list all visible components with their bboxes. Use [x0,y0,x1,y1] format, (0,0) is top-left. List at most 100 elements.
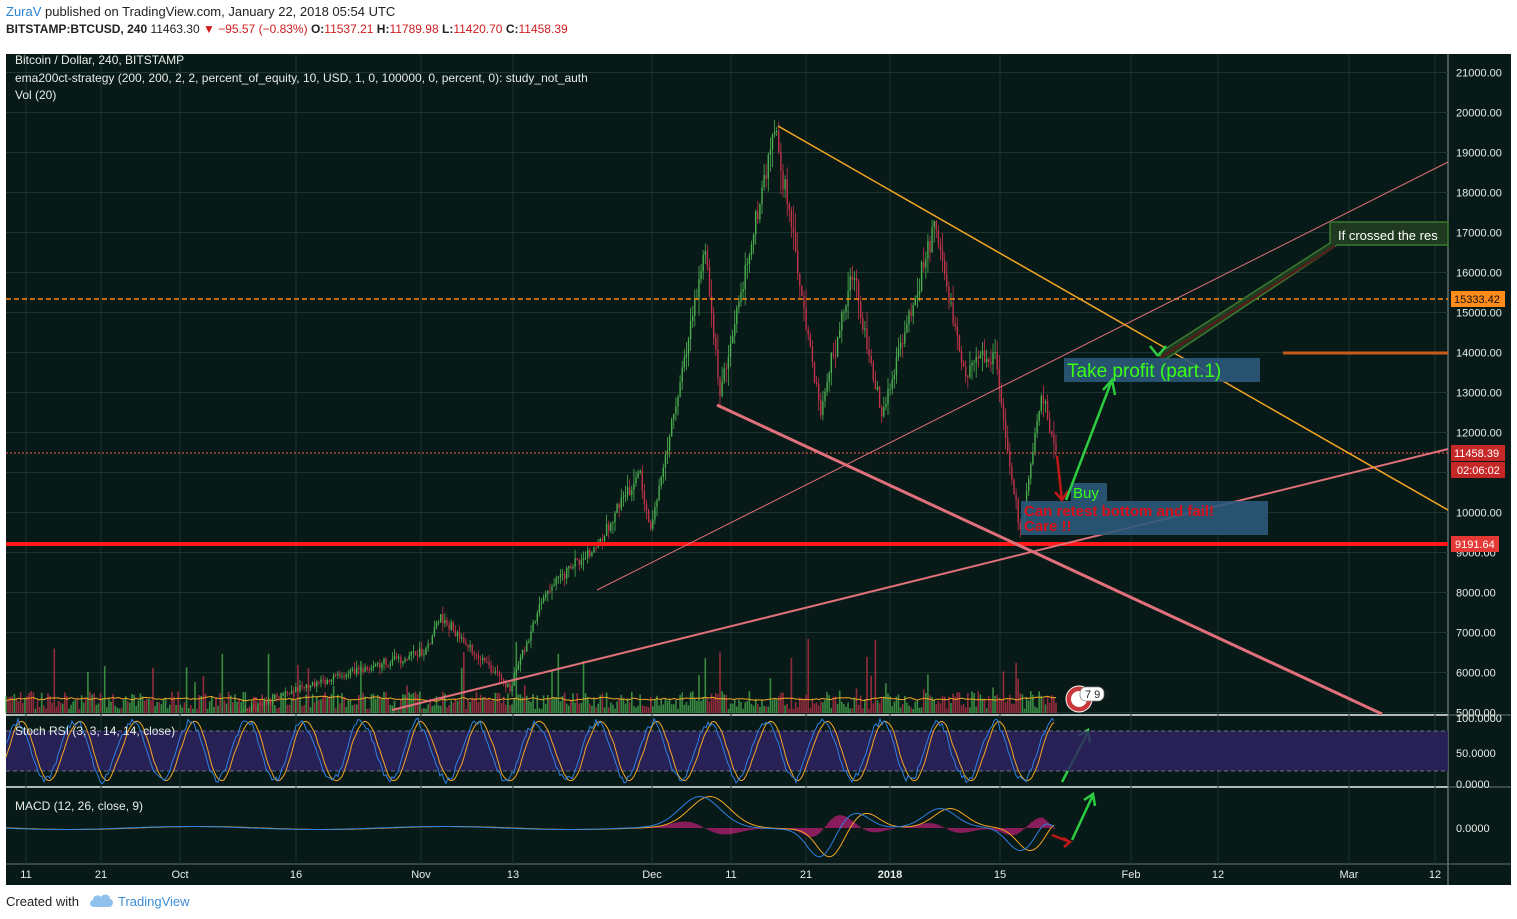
volume-bar [658,705,660,713]
candle-body [773,131,776,135]
volume-bar [570,700,572,713]
candle-body [385,658,387,666]
volume-bar [479,694,482,713]
x-tick-label: 15 [994,869,1006,881]
x-tick-label: 11 [725,869,736,881]
volume-bar [1013,703,1015,713]
volume-bar [181,707,184,713]
volume-bar [1002,671,1005,713]
candle-body [956,326,958,336]
volume-bar [1004,702,1007,713]
volume-bar [549,699,551,713]
volume-bar [45,708,47,713]
macd-hist-bar [879,828,881,832]
candle-body [530,631,532,641]
volume-bar [456,700,459,713]
macd-hist-bar [1049,824,1051,828]
candle-body [379,663,381,669]
chart-area[interactable]: If crossed the res Take profit (part.1) … [0,40,1517,885]
volume-bar [278,707,280,713]
volume-bar [547,695,549,713]
price-axis[interactable]: 21000.00 20000.00 19000.00 18000.00 17000.00… [1456,68,1502,836]
macd-pane[interactable] [6,788,1448,864]
macd-hist-bar [723,828,725,835]
candle-body [1000,389,1003,404]
candle-body [1013,479,1015,495]
volume-bar [519,694,522,713]
candle-body [536,613,538,622]
volume-bar [290,698,293,713]
stoch-k-line [5,717,1055,785]
volume-bar [320,699,322,713]
candle-body [715,337,717,350]
candle-body [505,681,507,688]
volume-bar [229,695,232,713]
candle-body [807,329,809,335]
candle-body [1040,396,1042,412]
volume-bar [1046,696,1049,713]
volume-bar [99,692,102,713]
volume-bar [614,708,616,713]
volume-bar [72,701,74,713]
macd-tick-label: 0.0000 [1456,823,1490,835]
candle-body [576,558,578,560]
volume-bar [925,692,927,713]
time-axis[interactable]: 11 21 Oct 16 Nov 13 Dec 11 21 2018 15 Feb 12 Mar 12 [20,869,1441,881]
candle-body [662,467,664,477]
main-pane[interactable] [6,54,1448,714]
candle-body [490,664,492,672]
volume-bar [477,702,480,713]
candle-body [950,302,952,304]
stoch-tick-label: 0.0000 [1456,779,1490,791]
event-icon[interactable]: 7 9 3 [1065,685,1109,713]
volume-bar [597,703,599,713]
macd-hist-bar [663,825,665,828]
candle-body [429,643,431,645]
tradingview-link[interactable]: TradingView [118,894,190,909]
volume-bar [811,699,814,713]
volume-bar [586,697,589,713]
volume-bar [387,698,389,713]
candle-body [1055,443,1057,451]
stoch-band [6,731,1448,771]
volume-bar [969,707,971,713]
macd-hist-bar [991,828,993,830]
volume-bar [509,705,511,713]
candle-body [713,313,715,338]
macd-hist-bar [875,828,877,833]
candle-body [679,382,681,397]
publish-line: ZuraV published on TradingView.com, Janu… [6,4,395,19]
candle-body [933,220,935,228]
macd-hist-bar [697,824,699,828]
macd-hist-bar [1053,828,1055,830]
volume-bar [534,708,536,713]
candle-body [776,130,778,132]
candle-body [423,654,425,656]
volume-bar [118,708,121,713]
candle-body [322,679,324,681]
macd-hist-bar [963,828,965,833]
macd-hist-bar [981,828,983,830]
volume-bar [80,695,83,713]
candle-body [591,552,593,557]
macd-hist-bar [1039,817,1041,828]
volume-bar [330,693,333,713]
author-link[interactable]: ZuraV [6,4,42,19]
volume-bar [620,694,623,713]
candle-body [864,328,866,330]
volume-bar [274,705,276,713]
macd-hist-bar [1035,819,1037,828]
volume-bar [259,700,261,713]
volume-bar [397,708,400,713]
candle-body [792,227,795,233]
volume-bar [553,697,555,713]
candle-body [656,500,658,507]
candle-body [412,651,415,653]
candle-body [769,149,772,155]
macd-hist-bar [871,828,873,833]
volume-bar [318,700,320,713]
volume-bar [710,693,713,713]
candle-body [723,368,725,382]
macd-hist-bar [927,823,929,828]
candle-body [290,690,293,694]
